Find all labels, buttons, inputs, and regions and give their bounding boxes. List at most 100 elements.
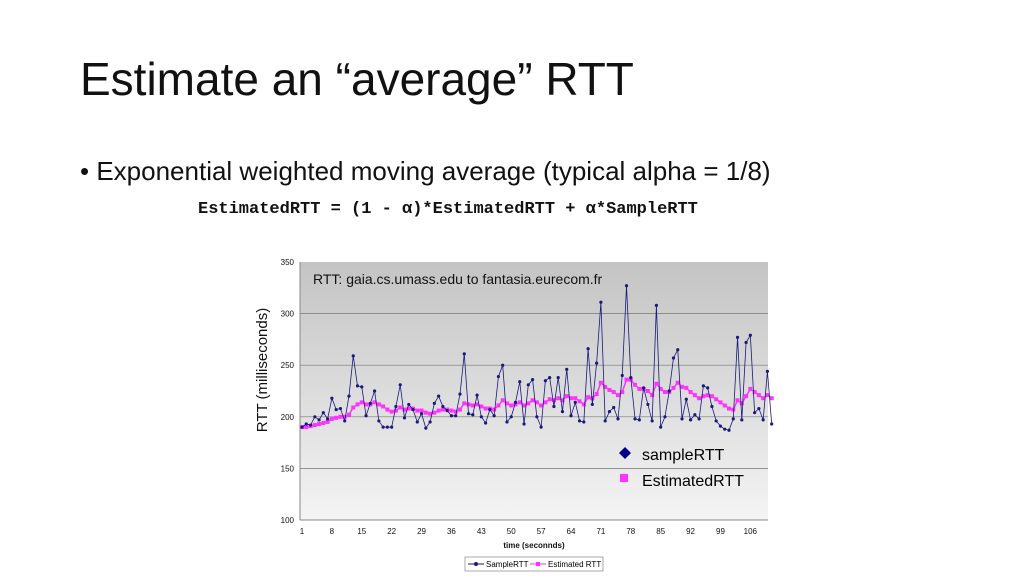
x-tick-label: 1 bbox=[300, 527, 305, 536]
sample-rtt-point bbox=[684, 397, 688, 401]
estimated-rtt-point bbox=[727, 406, 731, 411]
sample-rtt-point bbox=[573, 400, 577, 404]
sample-rtt-point bbox=[505, 420, 509, 424]
estimated-rtt-point bbox=[645, 389, 650, 393]
sample-rtt-point bbox=[671, 356, 676, 360]
sample-rtt-point bbox=[569, 414, 573, 418]
x-tick-label: 71 bbox=[596, 527, 605, 536]
estimated-rtt-point bbox=[590, 396, 595, 401]
sample-rtt-point bbox=[693, 413, 697, 417]
sample-rtt-point bbox=[590, 402, 594, 407]
estimated-rtt-point bbox=[475, 402, 480, 407]
sample-rtt-point bbox=[317, 418, 321, 422]
x-tick-label: 43 bbox=[477, 527, 486, 536]
legend-estimated-label: EstimatedRTT bbox=[642, 473, 744, 490]
estimated-rtt-point bbox=[402, 407, 407, 412]
sample-rtt-point bbox=[454, 414, 458, 418]
estimated-rtt-point bbox=[317, 422, 322, 427]
estimated-rtt-point bbox=[462, 401, 467, 406]
estimated-rtt-point bbox=[522, 403, 527, 408]
sample-rtt-point bbox=[633, 417, 637, 421]
sample-rtt-point bbox=[428, 420, 432, 424]
estimated-rtt-point bbox=[756, 393, 761, 398]
estimated-rtt-point bbox=[607, 387, 612, 392]
x-axis-label: time (seconnds) bbox=[503, 541, 565, 550]
sample-rtt-point bbox=[607, 410, 612, 414]
estimated-rtt-point bbox=[321, 420, 326, 425]
sample-rtt-point bbox=[582, 420, 586, 424]
sample-rtt-point bbox=[530, 378, 535, 382]
estimated-rtt-point bbox=[372, 400, 377, 405]
estimated-rtt-point bbox=[547, 397, 552, 402]
sample-rtt-point bbox=[308, 423, 313, 427]
estimated-rtt-point bbox=[739, 401, 744, 406]
x-tick-label: 64 bbox=[567, 527, 576, 536]
estimated-rtt-point bbox=[675, 380, 680, 385]
estimated-rtt-point bbox=[385, 407, 390, 412]
estimated-rtt-point bbox=[530, 398, 535, 403]
estimated-rtt-point bbox=[671, 385, 676, 390]
sample-rtt-point bbox=[543, 379, 547, 383]
sample-rtt-point bbox=[603, 419, 607, 423]
sample-rtt-point bbox=[637, 418, 641, 422]
sample-rtt-point bbox=[368, 401, 372, 405]
sample-rtt-point bbox=[646, 402, 650, 407]
legend-estimated-marker bbox=[620, 474, 628, 482]
sample-rtt-point bbox=[479, 415, 483, 419]
estimated-rtt-point bbox=[701, 394, 706, 399]
estimated-rtt-point bbox=[662, 390, 667, 395]
sample-rtt-point bbox=[402, 416, 407, 420]
estimated-rtt-point bbox=[765, 393, 770, 398]
sample-rtt-point bbox=[496, 374, 501, 379]
estimated-rtt-point bbox=[684, 385, 689, 390]
estimated-rtt-point bbox=[620, 390, 625, 395]
estimated-rtt-point bbox=[440, 407, 445, 412]
estimated-rtt-point bbox=[513, 402, 518, 407]
estimated-rtt-point bbox=[466, 402, 471, 407]
sample-rtt-point bbox=[676, 348, 680, 352]
estimated-rtt-point bbox=[543, 400, 548, 405]
estimated-rtt-point bbox=[564, 394, 569, 399]
sample-rtt-point bbox=[654, 303, 659, 307]
sample-rtt-point bbox=[492, 414, 496, 418]
estimated-rtt-point bbox=[752, 390, 757, 395]
sample-rtt-point bbox=[419, 412, 424, 416]
estimated-rtt-point bbox=[551, 398, 556, 403]
sample-rtt-point bbox=[355, 384, 360, 388]
estimated-rtt-point bbox=[539, 403, 544, 408]
estimated-rtt-point bbox=[735, 398, 740, 403]
sample-rtt-point bbox=[680, 417, 684, 421]
sample-rtt-point bbox=[513, 400, 518, 404]
x-tick-label: 22 bbox=[387, 527, 396, 536]
sample-rtt-point bbox=[688, 418, 693, 422]
legend-bottom-estimated: Estimated RTT bbox=[548, 560, 601, 569]
estimated-rtt-point bbox=[637, 386, 642, 391]
sample-rtt-point bbox=[552, 404, 556, 409]
estimated-rtt-point bbox=[338, 414, 343, 419]
estimated-rtt-point bbox=[709, 394, 714, 399]
estimated-rtt-point bbox=[688, 390, 693, 395]
y-tick-label: 200 bbox=[281, 413, 295, 422]
estimated-rtt-point bbox=[453, 409, 458, 414]
inner-legend: sampleRTT EstimatedRTT bbox=[619, 447, 744, 490]
x-tick-label: 29 bbox=[417, 527, 426, 536]
sample-rtt-point bbox=[744, 340, 748, 345]
sample-rtt-point bbox=[757, 406, 761, 411]
sample-rtt-point bbox=[471, 413, 475, 417]
y-tick-label: 150 bbox=[281, 464, 295, 473]
sample-rtt-point bbox=[556, 375, 560, 380]
estimated-rtt-point bbox=[329, 416, 334, 421]
y-tick-label: 300 bbox=[281, 310, 295, 319]
sample-rtt-point bbox=[330, 396, 334, 400]
sample-rtt-point bbox=[364, 414, 368, 418]
estimated-rtt-point bbox=[398, 405, 403, 410]
bullet-text: • Exponential weighted moving average (t… bbox=[80, 156, 771, 186]
sample-rtt-point bbox=[407, 402, 411, 407]
estimated-rtt-point bbox=[650, 393, 655, 398]
estimated-rtt-point bbox=[624, 377, 629, 382]
estimated-rtt-point bbox=[598, 380, 603, 385]
sample-rtt-point bbox=[667, 389, 671, 393]
estimated-rtt-point bbox=[586, 395, 591, 400]
estimated-rtt-point bbox=[504, 401, 509, 406]
sample-rtt-point bbox=[770, 422, 774, 426]
